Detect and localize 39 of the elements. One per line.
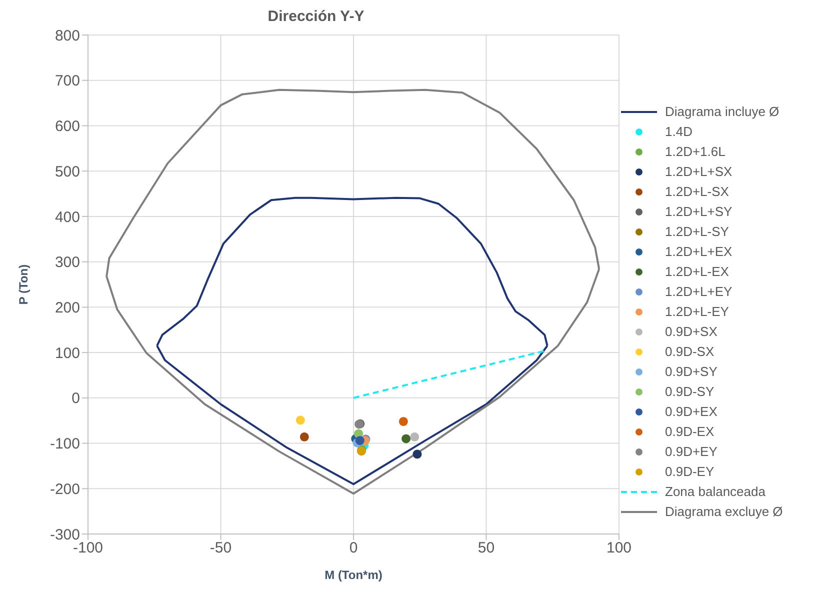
- legend-label: 1.2D+L-EX: [665, 263, 729, 281]
- legend-label: 1.4D: [665, 123, 692, 141]
- y-tick-label: 200: [54, 300, 80, 317]
- y-tick-label: 700: [54, 72, 80, 90]
- legend-label: Diagrama excluye Ø: [665, 503, 783, 521]
- y-tick-label: -200: [50, 480, 80, 498]
- x-axis-title: M (Ton*m): [324, 568, 382, 582]
- y-tick-label: 300: [54, 254, 80, 272]
- legend-label: 0.9D-SX: [665, 343, 714, 361]
- legend-label: 1.2D+L+SX: [665, 163, 732, 181]
- legend-label: 1.2D+L+SY: [665, 203, 732, 221]
- y-tick-label: 600: [54, 118, 80, 136]
- y-tick-label: 500: [54, 163, 80, 180]
- legend-label: 0.9D-EY: [665, 463, 714, 481]
- legend-label: 1.2D+L+EX: [665, 243, 732, 261]
- chart-title: Dirección Y-Y: [266, 8, 366, 25]
- legend-label: 0.9D+SX: [665, 323, 718, 341]
- legend-label: 0.9D+EX: [665, 403, 718, 421]
- legend-label: 0.9D+SY: [665, 363, 718, 381]
- legend-label: 1.2D+L+EY: [665, 283, 732, 301]
- x-tick-label: 50: [478, 540, 495, 557]
- legend-label: 0.9D-EX: [665, 423, 714, 441]
- y-tick-label: 800: [54, 27, 80, 44]
- y-axis-title: P (Ton): [16, 264, 30, 305]
- legend-label: 1.2D+L-SX: [665, 183, 729, 201]
- y-tick-label: 0: [72, 390, 80, 408]
- y-tick-label: -100: [50, 436, 80, 453]
- legend-label: Zona balanceada: [665, 483, 766, 501]
- legend-label: 1.2D+L-SY: [665, 223, 729, 241]
- legend-label: 0.9D-SY: [665, 383, 714, 401]
- x-tick-label: -50: [210, 540, 232, 557]
- y-tick-label: 100: [54, 344, 80, 362]
- legend-label: 1.2D+L-EY: [665, 303, 729, 321]
- y-tick-label: 400: [54, 208, 80, 226]
- x-tick-label: 100: [606, 540, 632, 557]
- x-tick-label: 0: [349, 540, 358, 557]
- legend-label: Diagrama incluye Ø: [665, 103, 780, 121]
- legend-label: 1.2D+1.6L: [665, 143, 726, 161]
- legend-label: 0.9D+EY: [665, 443, 718, 461]
